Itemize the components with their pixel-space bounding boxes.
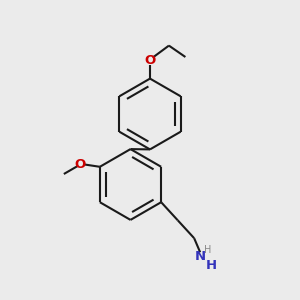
- Text: H: H: [206, 259, 217, 272]
- Text: O: O: [144, 54, 156, 67]
- Text: O: O: [75, 158, 86, 171]
- Text: H: H: [204, 244, 211, 255]
- Text: N: N: [195, 250, 206, 263]
